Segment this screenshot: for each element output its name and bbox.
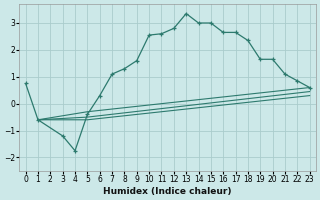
X-axis label: Humidex (Indice chaleur): Humidex (Indice chaleur) bbox=[103, 187, 232, 196]
